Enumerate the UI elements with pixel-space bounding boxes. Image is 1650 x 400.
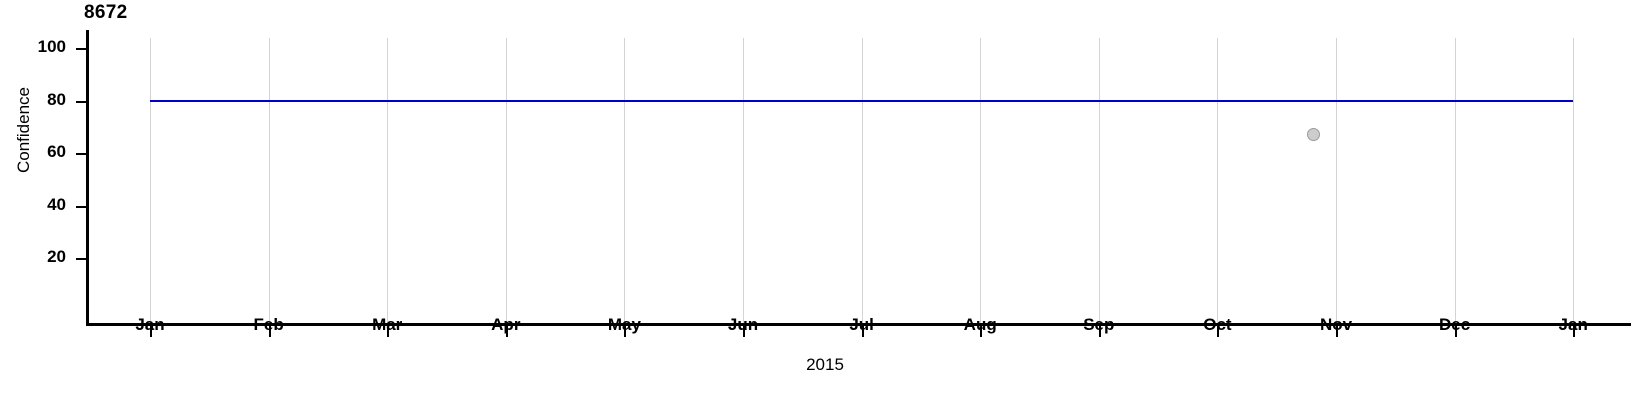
y-tick-label: 60 (47, 142, 66, 161)
y-tick-mark (76, 48, 87, 50)
y-tick-mark (76, 205, 87, 208)
gridline (1336, 38, 1337, 323)
data-point-marker[interactable] (1306, 128, 1320, 142)
gridline (1454, 38, 1456, 323)
gridline (624, 38, 626, 323)
x-tick-mark (743, 326, 745, 337)
gridline (150, 38, 151, 323)
x-tick-label: Aug (963, 315, 997, 334)
x-tick-label: Dec (1439, 315, 1471, 334)
y-tick-mark (76, 258, 87, 260)
x-tick-mark (861, 326, 864, 337)
gridline (1217, 38, 1219, 323)
gridline (268, 38, 270, 323)
y-tick-label: 100 (37, 37, 66, 56)
x-tick-label: Jul (849, 315, 874, 334)
x-tick-label: Jan (135, 315, 165, 334)
x-tick-mark (1573, 326, 1576, 337)
x-tick-mark (1098, 326, 1101, 337)
gridline (861, 38, 863, 323)
x-axis-label: 2015 (806, 355, 844, 374)
chart-title: 8672 (84, 2, 128, 23)
x-tick-label: Mar (372, 315, 403, 334)
y-tick-label: 80 (47, 89, 66, 109)
x-tick-mark (505, 326, 508, 337)
x-axis-line (86, 323, 1631, 326)
x-tick-label: Sep (1083, 315, 1115, 334)
y-tick-label: 40 (47, 194, 66, 214)
x-tick-label: May (607, 315, 641, 334)
y-tick-mark (76, 100, 87, 103)
x-tick-label: Oct (1203, 315, 1232, 334)
x-tick-label: Feb (253, 315, 284, 334)
x-tick-mark (268, 326, 271, 337)
x-tick-label: Jun (727, 315, 759, 334)
y-axis-line (86, 30, 89, 326)
y-tick-label: 20 (47, 247, 66, 266)
gridline (505, 38, 507, 323)
gridline (1098, 38, 1100, 323)
x-tick-mark (150, 326, 152, 337)
y-axis-label: Confidence (14, 87, 33, 174)
x-tick-label: Jan (1558, 315, 1588, 334)
x-tick-label: Nov (1319, 315, 1353, 334)
series-line-threshold (150, 99, 1573, 102)
x-tick-mark (387, 326, 390, 337)
y-tick-mark (76, 153, 87, 155)
x-tick-mark (1336, 326, 1338, 337)
gridline (1573, 38, 1575, 323)
x-tick-mark (624, 326, 627, 337)
x-tick-mark (980, 326, 983, 337)
gridline (743, 38, 744, 323)
x-tick-mark (1454, 326, 1457, 337)
gridline (980, 38, 982, 323)
x-tick-mark (1217, 326, 1220, 337)
gridline (387, 38, 389, 323)
x-tick-label: Apr (491, 315, 521, 334)
